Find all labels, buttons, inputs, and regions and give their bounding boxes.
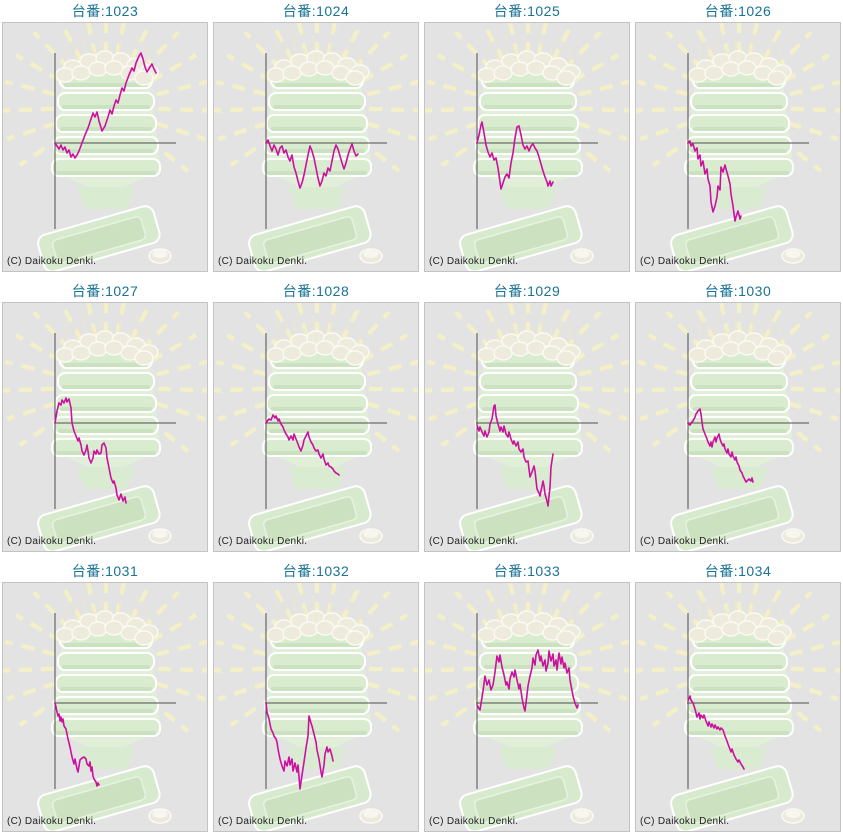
machine-cell: 台番:1033 (C) Daikoku Denki. [424,562,630,832]
slump-graph-panel[interactable]: (C) Daikoku Denki. [635,582,841,832]
slump-line [265,702,334,790]
machine-watermark-image [214,583,418,831]
machine-watermark-image [636,303,840,551]
slump-graph [214,23,418,271]
machine-title: 台番:1027 [71,283,139,299]
slump-graph-panel[interactable]: (C) Daikoku Denki. [213,582,419,832]
copyright-label: (C) Daikoku Denki. [429,256,519,267]
copyright-label: (C) Daikoku Denki. [218,256,308,267]
machine-watermark-image [3,303,207,551]
slump-graph-panel[interactable]: (C) Daikoku Denki. [635,302,841,552]
machine-cell: 台番:1026 (C) Daikoku Denki. [635,2,841,272]
slump-graph-panel[interactable]: (C) Daikoku Denki. [424,302,630,552]
copyright-label: (C) Daikoku Denki. [640,536,730,547]
slump-line [54,397,127,504]
slump-graph [3,583,207,831]
copyright-label: (C) Daikoku Denki. [429,536,519,547]
machine-title: 台番:1029 [493,283,561,299]
slump-line [265,414,340,476]
slump-graph-panel[interactable]: (C) Daikoku Denki. [2,22,208,272]
machine-title: 台番:1030 [704,283,772,299]
copyright-label: (C) Daikoku Denki. [640,816,730,827]
machine-title: 台番:1031 [71,563,139,579]
slump-line [687,140,742,222]
machine-watermark-image [425,583,629,831]
copyright-label: (C) Daikoku Denki. [218,816,308,827]
machine-cell: 台番:1032 (C) Daikoku Denki. [213,562,419,832]
slump-graph-panel[interactable]: (C) Daikoku Denki. [424,582,630,832]
machine-cell: 台番:1034 (C) Daikoku Denki. [635,562,841,832]
machine-title: 台番:1033 [493,563,561,579]
slump-graph-panel[interactable]: (C) Daikoku Denki. [2,302,208,552]
slump-graph [636,583,840,831]
slump-line [54,702,100,787]
slump-line [54,52,157,159]
slump-graph-panel[interactable]: (C) Daikoku Denki. [2,582,208,832]
slump-graph-panel[interactable]: (C) Daikoku Denki. [635,22,841,272]
machine-title: 台番:1028 [282,283,350,299]
slump-graph [636,303,840,551]
copyright-label: (C) Daikoku Denki. [640,256,730,267]
copyright-label: (C) Daikoku Denki. [7,256,97,267]
machine-watermark-image [636,23,840,271]
copyright-label: (C) Daikoku Denki. [7,536,97,547]
machine-cell: 台番:1031 (C) Daikoku Denki. [2,562,208,832]
slump-graph [425,303,629,551]
slump-graph [3,23,207,271]
slump-graph [3,303,207,551]
slump-line [687,695,745,770]
machine-title: 台番:1026 [704,3,772,19]
slump-line [476,649,579,712]
machine-cell: 台番:1029 (C) Daikoku Denki. [424,282,630,552]
machine-watermark-image [214,303,418,551]
machine-cell: 台番:1023 (C) Daikoku Denki. [2,2,208,272]
machine-watermark-image [425,303,629,551]
machine-watermark-image [3,23,207,271]
machine-cell: 台番:1024 (C) Daikoku Denki. [213,2,419,272]
slump-graph [425,583,629,831]
machine-cell: 台番:1030 (C) Daikoku Denki. [635,282,841,552]
machine-title: 台番:1024 [282,3,350,19]
slump-graph [214,303,418,551]
slump-graph [214,583,418,831]
slump-graph-panel[interactable]: (C) Daikoku Denki. [213,302,419,552]
machine-cell: 台番:1025 (C) Daikoku Denki. [424,2,630,272]
machine-watermark-image [214,23,418,271]
slump-graph-panel[interactable]: (C) Daikoku Denki. [213,22,419,272]
copyright-label: (C) Daikoku Denki. [429,816,519,827]
machine-cell: 台番:1028 (C) Daikoku Denki. [213,282,419,552]
slump-graph-panel[interactable]: (C) Daikoku Denki. [424,22,630,272]
slump-line [265,139,359,189]
copyright-label: (C) Daikoku Denki. [218,536,308,547]
machine-title: 台番:1034 [704,563,772,579]
machine-cell: 台番:1027 (C) Daikoku Denki. [2,282,208,552]
copyright-label: (C) Daikoku Denki. [7,816,97,827]
machine-watermark-image [3,583,207,831]
slump-line [476,404,554,507]
machine-title: 台番:1023 [71,3,139,19]
slump-line [687,408,754,483]
slump-graph [636,23,840,271]
machine-title: 台番:1032 [282,563,350,579]
slump-graph [425,23,629,271]
slump-line [476,121,554,190]
machine-watermark-image [636,583,840,831]
machine-title: 台番:1025 [493,3,561,19]
